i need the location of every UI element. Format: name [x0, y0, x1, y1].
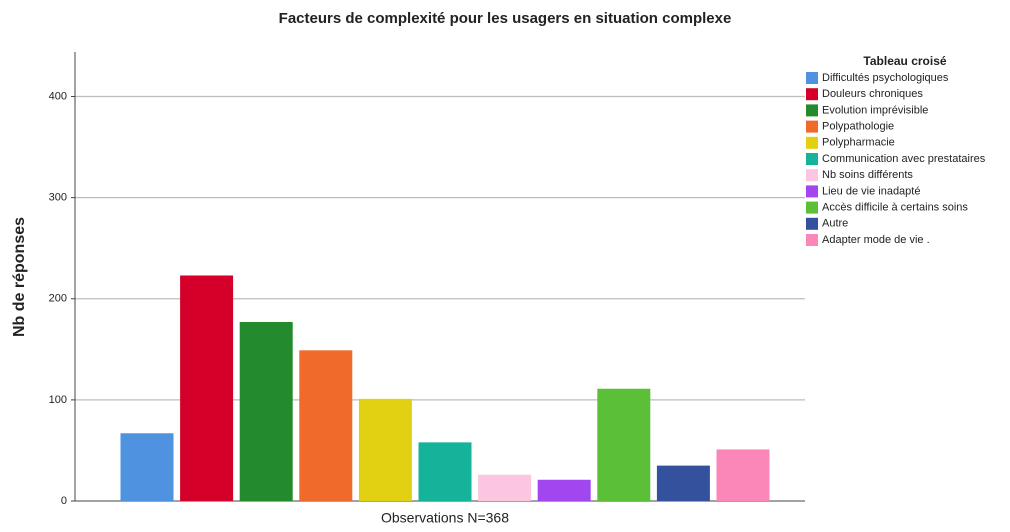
y-tick-label: 100 [49, 394, 67, 406]
legend-swatch [806, 217, 818, 230]
bar [597, 388, 651, 501]
bar [478, 474, 532, 501]
legend-label: Polypathologie [822, 121, 894, 133]
legend-swatch [806, 88, 818, 101]
y-axis-label: Nb de réponses [11, 217, 28, 337]
bar [180, 275, 234, 501]
bar [358, 398, 412, 501]
bar [299, 350, 353, 501]
legend-swatch [806, 120, 818, 133]
legend-title: Tableau croisé [863, 54, 946, 68]
legend-label: Douleurs chroniques [822, 88, 923, 100]
bar [239, 322, 293, 501]
legend-swatch [806, 72, 818, 84]
legend-swatch [806, 185, 818, 198]
legend-swatch [806, 153, 818, 165]
y-tick-label: 0 [61, 495, 67, 507]
legend-label: Lieu de vie inadapté [822, 185, 920, 197]
y-tick-label: 400 [49, 90, 67, 102]
legend-label: Adapter mode de vie . [822, 234, 930, 246]
bar [716, 449, 770, 501]
bar [418, 442, 472, 501]
y-tick-label: 200 [49, 293, 67, 305]
legend-label: Polypharmacie [822, 137, 895, 149]
x-tick-label: Observations N=368 [381, 510, 509, 526]
legend-swatch [806, 169, 818, 182]
chart-title: Facteurs de complexité pour les usagers … [279, 10, 732, 27]
y-tick-label: 300 [49, 192, 67, 204]
legend-swatch [806, 201, 818, 214]
legend-label: Nb soins différents [822, 169, 913, 181]
legend-swatch [806, 136, 818, 149]
bar [120, 433, 174, 501]
legend-swatch [806, 234, 818, 246]
legend-swatch [806, 104, 818, 117]
bar [537, 479, 591, 501]
legend-label: Evolution imprévisible [822, 104, 928, 116]
legend-label: Autre [822, 218, 848, 230]
legend-label: Difficultés psychologiques [822, 72, 949, 84]
legend-label: Communication avec prestataires [822, 153, 986, 165]
legend-label: Accès difficile à certains soins [822, 202, 968, 214]
bar [656, 465, 710, 501]
